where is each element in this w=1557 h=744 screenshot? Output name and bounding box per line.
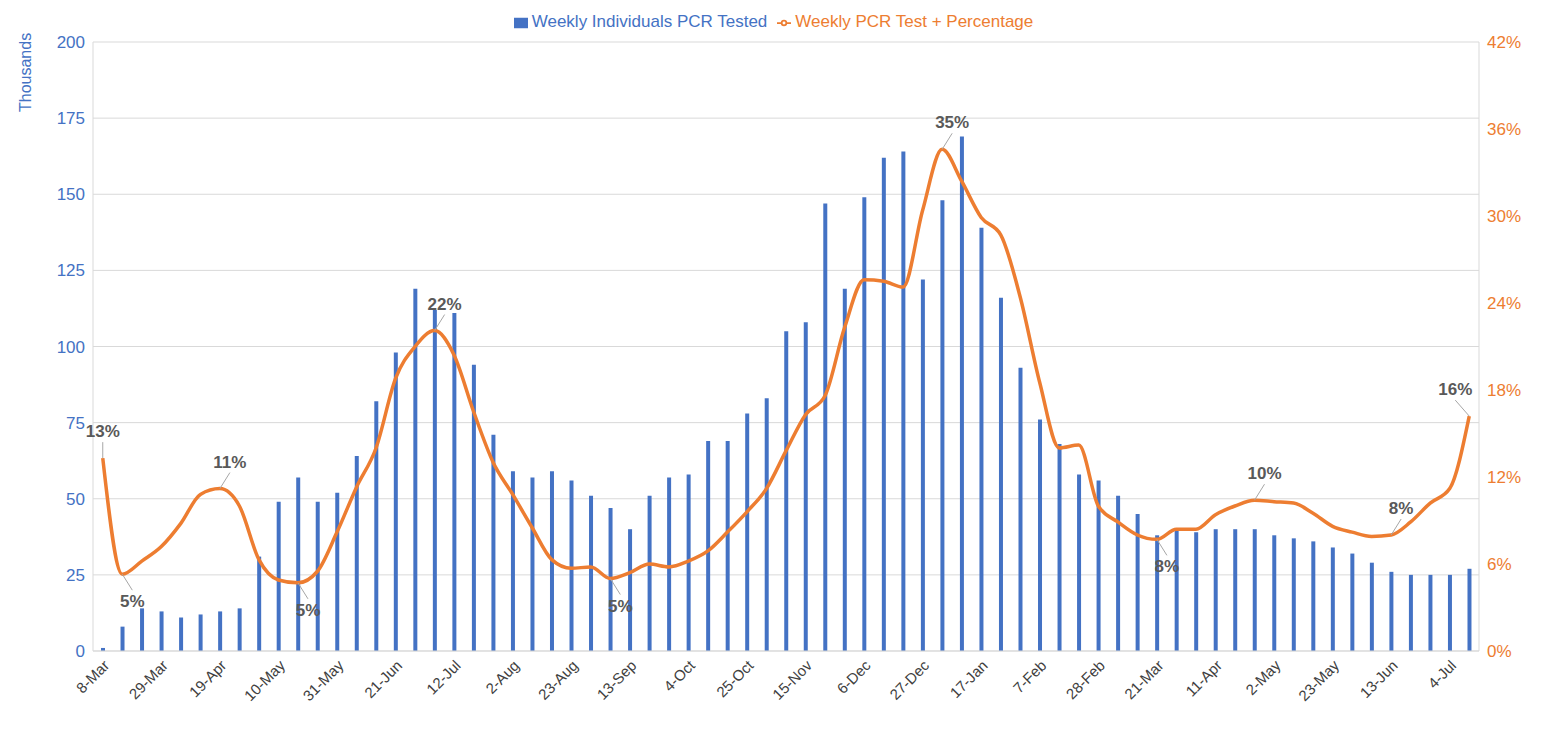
svg-text:100: 100 bbox=[57, 338, 85, 357]
svg-text:10-May: 10-May bbox=[241, 656, 289, 704]
svg-text:150: 150 bbox=[57, 185, 85, 204]
svg-text:175: 175 bbox=[57, 109, 85, 128]
svg-text:11-Apr: 11-Apr bbox=[1182, 657, 1225, 700]
svg-text:23-Aug: 23-Aug bbox=[535, 657, 581, 703]
svg-text:2-May: 2-May bbox=[1242, 656, 1284, 698]
svg-text:10%: 10% bbox=[1247, 464, 1281, 483]
svg-text:27-Dec: 27-Dec bbox=[886, 656, 933, 703]
svg-text:13-Jun: 13-Jun bbox=[1356, 657, 1400, 701]
svg-text:125: 125 bbox=[57, 261, 85, 280]
svg-text:Thousands: Thousands bbox=[17, 33, 34, 112]
svg-text:31-May: 31-May bbox=[299, 656, 347, 704]
svg-text:13-Sep: 13-Sep bbox=[593, 657, 639, 703]
svg-text:23-May: 23-May bbox=[1295, 656, 1343, 704]
svg-text:21-Jun: 21-Jun bbox=[361, 657, 405, 701]
svg-text:5%: 5% bbox=[120, 592, 145, 611]
svg-text:5%: 5% bbox=[608, 597, 633, 616]
svg-text:11%: 11% bbox=[213, 453, 246, 472]
svg-text:7-Feb: 7-Feb bbox=[1010, 657, 1050, 697]
svg-text:8%: 8% bbox=[1155, 557, 1180, 576]
svg-text:28-Feb: 28-Feb bbox=[1062, 657, 1108, 703]
svg-text:5%: 5% bbox=[296, 601, 321, 620]
svg-text:200: 200 bbox=[57, 33, 85, 52]
svg-text:0%: 0% bbox=[1487, 642, 1512, 661]
svg-text:12-Jul: 12-Jul bbox=[423, 657, 464, 698]
svg-text:36%: 36% bbox=[1487, 120, 1521, 139]
svg-text:0: 0 bbox=[76, 642, 85, 661]
svg-text:24%: 24% bbox=[1487, 294, 1521, 313]
svg-text:30%: 30% bbox=[1487, 207, 1521, 226]
svg-text:8%: 8% bbox=[1389, 499, 1414, 518]
svg-text:13%: 13% bbox=[86, 422, 120, 441]
svg-text:6%: 6% bbox=[1487, 555, 1512, 574]
html-text:Weekly PCR Test + Percentage: Weekly PCR Test + Percentage bbox=[795, 12, 1034, 31]
svg-text:21-Mar: 21-Mar bbox=[1121, 657, 1167, 703]
svg-text:16%: 16% bbox=[1438, 380, 1472, 399]
svg-text:50: 50 bbox=[66, 490, 85, 509]
svg-text:17-Jan: 17-Jan bbox=[946, 657, 990, 701]
svg-text:15-Nov: 15-Nov bbox=[769, 656, 816, 703]
svg-text:4-Oct: 4-Oct bbox=[660, 656, 699, 695]
svg-text:19-Apr: 19-Apr bbox=[186, 657, 230, 701]
svg-text:18%: 18% bbox=[1487, 381, 1521, 400]
svg-text:75: 75 bbox=[66, 414, 85, 433]
svg-text:6-Dec: 6-Dec bbox=[833, 656, 874, 697]
html-text:Weekly Individuals PCR Tested: Weekly Individuals PCR Tested bbox=[531, 12, 768, 31]
svg-text:25-Oct: 25-Oct bbox=[713, 656, 757, 700]
svg-text:42%: 42% bbox=[1487, 33, 1521, 52]
svg-text:12%: 12% bbox=[1487, 468, 1521, 487]
svg-text:25: 25 bbox=[66, 566, 85, 585]
svg-text:8-Mar: 8-Mar bbox=[73, 657, 113, 697]
svg-text:29-Mar: 29-Mar bbox=[125, 657, 171, 703]
svg-text:4-Jul: 4-Jul bbox=[1424, 657, 1459, 692]
svg-text:2-Aug: 2-Aug bbox=[482, 657, 522, 697]
svg-text:35%: 35% bbox=[935, 113, 969, 132]
svg-text:22%: 22% bbox=[428, 295, 462, 314]
